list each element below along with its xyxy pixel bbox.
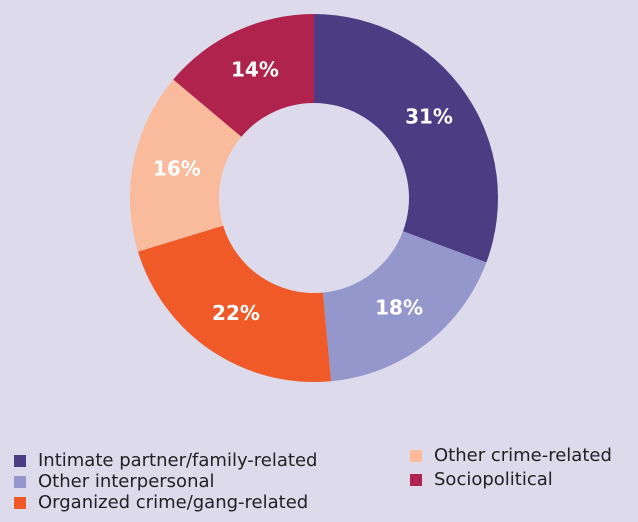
value-label: 18%: [375, 296, 423, 320]
value-label: 31%: [405, 105, 453, 129]
legend-label: Organized crime/gang-related: [38, 492, 308, 513]
slice: [322, 231, 487, 382]
legend-label: Other interpersonal: [38, 471, 215, 492]
legend-swatch: [14, 476, 26, 488]
legend-swatch: [14, 497, 26, 509]
slice: [137, 225, 332, 382]
slice: [314, 14, 498, 263]
legend-label: Other crime-related: [434, 445, 612, 466]
value-label: 22%: [212, 301, 260, 325]
legend-swatch: [14, 455, 26, 467]
value-label: 16%: [153, 156, 201, 180]
legend-swatch: [410, 474, 422, 486]
legend-swatch: [410, 450, 422, 462]
slice: [130, 79, 242, 252]
legend-label: Intimate partner/family-related: [38, 450, 317, 471]
legend-label: Sociopolitical: [434, 469, 553, 490]
value-label: 14%: [231, 58, 279, 82]
slice: [173, 14, 314, 137]
